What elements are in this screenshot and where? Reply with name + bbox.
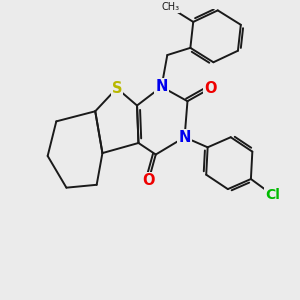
Text: O: O bbox=[142, 173, 155, 188]
Text: S: S bbox=[112, 81, 122, 96]
Text: N: N bbox=[178, 130, 191, 145]
Text: CH₃: CH₃ bbox=[161, 2, 179, 13]
Text: O: O bbox=[204, 81, 217, 96]
Text: N: N bbox=[155, 79, 168, 94]
Text: Cl: Cl bbox=[265, 188, 280, 202]
